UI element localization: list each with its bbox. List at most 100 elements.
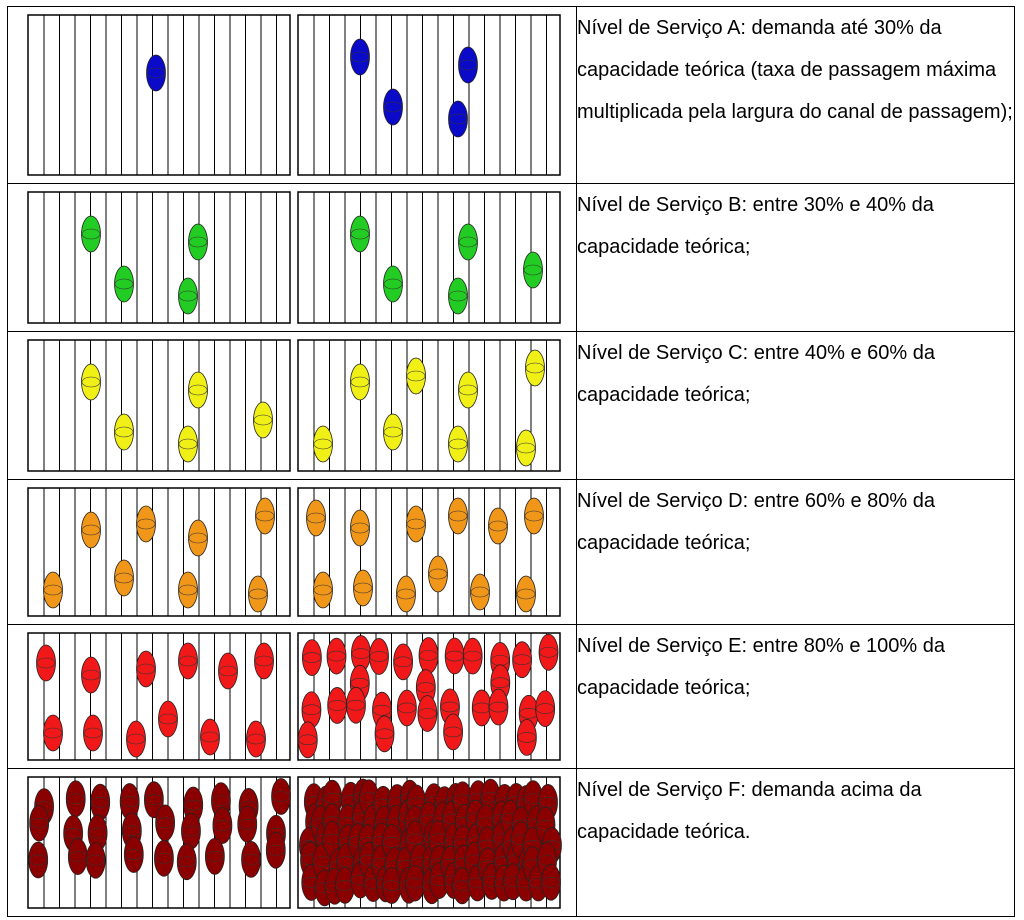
- pedestrian: [417, 695, 438, 732]
- description-level-f: Nível de Serviço F: demanda acima da cap…: [576, 768, 1015, 917]
- corridor-panel-2: [297, 632, 561, 761]
- pedestrian-shoulders: [306, 512, 326, 524]
- pedestrian-shoulders: [255, 510, 275, 522]
- pedestrian-shoulders: [353, 582, 373, 594]
- pedestrian-shoulders: [211, 795, 231, 806]
- pedestrian-shoulders: [158, 713, 178, 725]
- pedestrian: [85, 841, 106, 879]
- pedestrian: [327, 687, 348, 724]
- pedestrian-shoulders: [28, 854, 48, 866]
- figure-cell-f: [7, 768, 577, 917]
- text-level-c: Nível de Serviço C: entre 40% e 60% da c…: [577, 342, 935, 406]
- pedestrian-shoulders: [516, 442, 536, 454]
- description-level-b: Nível de Serviço B: entre 30% e 40% da c…: [576, 183, 1015, 332]
- pedestrian-shoulders: [440, 701, 460, 713]
- corridor-panel-2: [297, 191, 561, 324]
- pedestrian-shoulders: [43, 584, 63, 596]
- row-level-c: Nível de Serviço C: entre 40% e 60% da c…: [7, 331, 1015, 480]
- pedestrian-shoulders: [253, 414, 273, 426]
- pedestrian-shoulders: [489, 701, 508, 713]
- pedestrian: [188, 223, 208, 261]
- pedestrian: [212, 807, 233, 844]
- pedestrian: [516, 575, 536, 613]
- pedestrian-shoulders: [372, 704, 392, 716]
- pedestrian: [346, 686, 366, 724]
- corridor-border: [297, 191, 561, 324]
- pedestrian: [393, 643, 414, 681]
- pedestrian: [178, 425, 198, 463]
- pedestrian: [81, 363, 101, 401]
- pedestrian: [29, 804, 50, 842]
- pedestrian-shoulders: [120, 796, 139, 807]
- pedestrian: [178, 642, 198, 680]
- pedestrian: [218, 652, 238, 690]
- pedestrian-shoulders: [350, 376, 370, 388]
- pedestrian: [306, 499, 326, 537]
- pedestrian: [114, 413, 134, 451]
- figure-cell-a: [7, 6, 577, 184]
- pedestrian-shoulders: [396, 588, 416, 600]
- corridor-border: [27, 487, 291, 617]
- pedestrian: [418, 637, 439, 674]
- pedestrian-shoulders: [327, 650, 346, 662]
- pedestrian: [406, 505, 426, 543]
- pedestrian: [43, 571, 63, 609]
- pedestrian: [448, 100, 468, 138]
- pedestrian-shoulders: [43, 727, 63, 739]
- pedestrian-shoulders: [524, 510, 544, 522]
- text-level-f: Nível de Serviço F: demanda acima da cap…: [577, 779, 922, 843]
- pedestrian-shoulders: [248, 588, 268, 600]
- pedestrian: [200, 718, 220, 756]
- pedestrian: [114, 265, 134, 303]
- pedestrian: [302, 639, 322, 677]
- corridor-panel-1: [27, 776, 291, 909]
- pedestrian-shoulders: [155, 817, 175, 829]
- pedestrian-shoulders: [177, 856, 197, 868]
- pedestrian-shoulders: [136, 518, 156, 530]
- figure-cell-b: [7, 183, 577, 332]
- pedestrian-shoulders: [416, 682, 436, 693]
- pedestrian-shoulders: [419, 650, 438, 661]
- pedestrian-shoulders: [66, 793, 86, 805]
- pedestrian-shoulders: [136, 663, 156, 675]
- pedestrian: [67, 838, 88, 875]
- row-level-a: Nível de Serviço A: demanda até 30% da c…: [7, 6, 1015, 184]
- pedestrian-shoulders: [271, 791, 291, 802]
- pedestrian: [28, 841, 49, 879]
- pedestrian: [523, 251, 543, 289]
- row-level-e: Nível de Serviço E: entre 80% e 100% da …: [7, 624, 1015, 769]
- pedestrian-shoulders: [393, 656, 413, 668]
- pedestrian: [350, 38, 370, 76]
- pedestrian-shoulders: [241, 854, 261, 865]
- pedestrian: [254, 642, 274, 680]
- pedestrian: [516, 429, 536, 467]
- pedestrian-shoulders: [124, 849, 144, 860]
- pedestrian-shoulders: [539, 646, 558, 658]
- description-level-e: Nível de Serviço E: entre 80% e 100% da …: [576, 624, 1015, 769]
- pedestrian: [396, 689, 417, 727]
- pedestrian-shoulders: [458, 384, 478, 396]
- pedestrian-shoulders: [298, 734, 318, 746]
- figure-level-c: [27, 339, 561, 472]
- pedestrian: [326, 637, 347, 675]
- pedestrian-shoulders: [86, 854, 105, 866]
- text-level-b: Nível de Serviço B: entre 30% e 40% da c…: [577, 194, 934, 258]
- pedestrian: [369, 638, 389, 675]
- pedestrian-shoulders: [88, 827, 107, 839]
- pedestrian-shoulders: [458, 236, 478, 248]
- pedestrian: [136, 650, 156, 688]
- pedestrian-shoulders: [523, 264, 543, 276]
- pedestrian: [81, 656, 101, 694]
- text-level-d: Nível de Serviço D: entre 60% e 80% da c…: [577, 490, 935, 554]
- pedestrian-shoulders: [183, 799, 203, 811]
- pedestrian: [188, 519, 208, 557]
- pedestrian: [383, 265, 403, 303]
- pedestrian-shoulders: [406, 370, 426, 382]
- description-level-c: Nível de Serviço C: entre 40% e 60% da c…: [576, 331, 1015, 480]
- corridor-border: [27, 339, 291, 472]
- pedestrian: [65, 780, 86, 818]
- pedestrian-shoulders: [397, 702, 417, 714]
- pedestrian-shoulders: [313, 584, 333, 596]
- corridor-panel-2: [297, 776, 562, 909]
- figure-level-e: [27, 632, 561, 761]
